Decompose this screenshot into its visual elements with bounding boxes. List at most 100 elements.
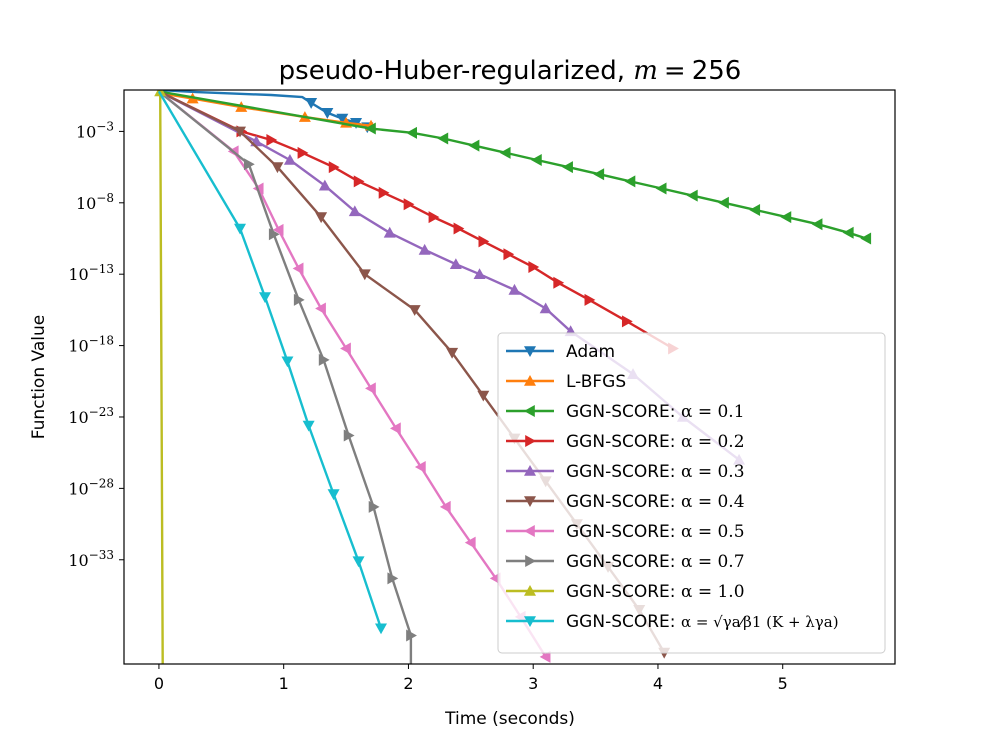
legend-marker (525, 555, 536, 567)
legend-label: GGN-SCORE: α = 1.0 (566, 582, 745, 602)
series-line (158, 90, 164, 664)
legend-marker (524, 375, 536, 386)
x-tick-label: 5 (778, 674, 788, 693)
legend-entry: GGN-SCORE: α = 1.0 (506, 582, 745, 602)
data-point (353, 175, 365, 188)
data-point (318, 353, 330, 366)
data-point (503, 248, 515, 261)
x-tick-label: 0 (154, 674, 164, 693)
y-axis: 10−3 10−8 10−13 10−18 10−23 10−28 10−33 (68, 119, 124, 570)
y-tick-label: 10−18 (68, 334, 114, 356)
data-point (593, 168, 605, 181)
legend-marker (524, 585, 536, 596)
data-point (553, 276, 565, 289)
legend-label: GGN-SCORE: α = 0.1 (566, 402, 745, 422)
data-point (528, 261, 540, 274)
chart-title-equals: = (664, 56, 686, 86)
data-point (352, 556, 365, 568)
data-point (336, 113, 349, 125)
legend-entry: GGN-SCORE: α = 0.7 (506, 552, 745, 572)
data-point (302, 420, 315, 432)
data-point (428, 211, 440, 224)
legend-marker (525, 435, 536, 447)
y-tick-label: 10−13 (68, 262, 114, 284)
data-point (406, 126, 417, 139)
series-9 (157, 90, 387, 635)
x-axis-label: Time (seconds) (444, 709, 575, 729)
legend-label: L-BFGS (566, 372, 626, 392)
data-point (418, 243, 431, 255)
data-point (340, 342, 351, 355)
data-point (365, 382, 376, 395)
data-point (234, 223, 247, 235)
data-point (439, 500, 451, 513)
y-tick-label: 10−3 (76, 119, 114, 141)
data-point (258, 292, 271, 304)
data-point (860, 232, 872, 245)
data-point (584, 293, 596, 306)
x-axis: 0 1 2 3 4 5 (154, 664, 788, 693)
legend-label: GGN-SCORE: α = √γa⁄β1 (K + λγa) (566, 612, 839, 632)
y-tick-label: 10−28 (68, 476, 114, 498)
data-point (468, 139, 480, 152)
data-point (446, 347, 459, 359)
legend-box (497, 332, 886, 654)
legend-marker (524, 405, 535, 417)
legend-marker (524, 525, 535, 537)
x-tick-label: 4 (653, 674, 663, 693)
data-point (624, 175, 636, 188)
legend-marker (524, 496, 536, 507)
data-point (655, 182, 667, 195)
data-point (562, 161, 573, 174)
legend-entry: GGN-SCORE: α = √γa⁄β1 (K + λγa) (506, 612, 839, 632)
data-point (449, 258, 462, 269)
data-point (297, 146, 309, 159)
data-point (387, 572, 399, 585)
data-point (378, 186, 390, 199)
legend-entry: GGN-SCORE: α = 0.4 (506, 492, 745, 512)
data-point (406, 629, 417, 642)
data-point (271, 162, 284, 174)
data-point (383, 226, 396, 238)
data-point (464, 536, 476, 549)
data-point (365, 122, 376, 135)
series-line (158, 90, 547, 658)
data-point (283, 153, 296, 165)
data-point (348, 205, 361, 217)
data-point (749, 203, 761, 216)
data-point (477, 390, 490, 402)
series-8 (154, 90, 167, 664)
x-tick-label: 3 (528, 674, 538, 693)
plot-area (154, 90, 872, 664)
series-7 (158, 90, 417, 664)
legend-marker (524, 616, 536, 627)
data-point (266, 133, 278, 146)
data-point (328, 161, 340, 174)
data-point (305, 98, 318, 109)
data-point (780, 211, 792, 224)
data-point (343, 429, 355, 442)
data-point (321, 108, 334, 119)
data-point (315, 302, 326, 315)
data-point (539, 650, 551, 663)
data-point (327, 489, 340, 501)
data-point (368, 500, 380, 513)
legend-marker (524, 346, 536, 357)
legend-label: Adam (566, 342, 615, 362)
data-point (478, 235, 490, 248)
data-point (414, 460, 426, 473)
data-point (268, 228, 280, 241)
y-tick-label: 10−33 (68, 548, 114, 570)
legend-label: GGN-SCORE: α = 0.5 (566, 522, 745, 542)
data-point (508, 283, 521, 295)
data-point (375, 623, 387, 635)
data-point (718, 196, 729, 209)
legend-entry: L-BFGS (506, 372, 626, 392)
legend-label: GGN-SCORE: α = 0.2 (566, 432, 745, 452)
chart-title-variable: m (633, 56, 658, 86)
series-layer (154, 90, 872, 664)
series-line (158, 90, 413, 664)
y-tick-label: 10−8 (76, 191, 114, 213)
legend-entry: GGN-SCORE: α = 0.3 (506, 462, 745, 482)
